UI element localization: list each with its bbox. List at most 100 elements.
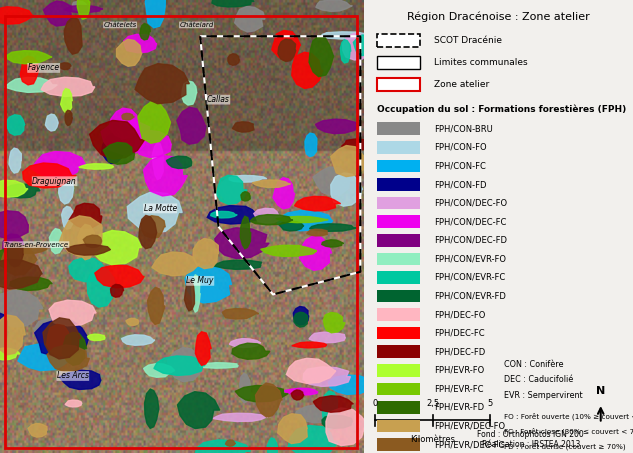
Text: FPH/CON-FD: FPH/CON-FD [434, 180, 486, 189]
Polygon shape [34, 318, 79, 349]
Polygon shape [152, 142, 164, 180]
Polygon shape [207, 206, 263, 224]
Polygon shape [303, 367, 351, 386]
Polygon shape [147, 287, 165, 324]
Text: N: N [596, 386, 605, 396]
Polygon shape [306, 229, 327, 236]
Text: FPH/CON-BRU: FPH/CON-BRU [434, 124, 492, 133]
Polygon shape [323, 313, 345, 333]
Polygon shape [225, 440, 235, 446]
Polygon shape [64, 5, 103, 13]
Polygon shape [166, 156, 192, 169]
Polygon shape [135, 63, 189, 104]
Polygon shape [49, 300, 96, 326]
Text: CON : Conifère: CON : Conifère [504, 360, 563, 369]
Polygon shape [292, 52, 323, 88]
Polygon shape [140, 24, 151, 40]
Text: La Motte: La Motte [144, 204, 177, 213]
Polygon shape [154, 356, 205, 376]
Polygon shape [292, 342, 327, 348]
Polygon shape [0, 7, 34, 24]
Polygon shape [213, 413, 268, 421]
Polygon shape [252, 180, 291, 188]
Polygon shape [267, 438, 278, 453]
Polygon shape [184, 280, 194, 311]
Polygon shape [134, 130, 172, 158]
Polygon shape [299, 236, 332, 270]
Polygon shape [61, 207, 75, 229]
Text: Draguignan: Draguignan [32, 177, 77, 186]
Polygon shape [116, 39, 142, 66]
Bar [377, 159, 420, 172]
Polygon shape [222, 308, 258, 319]
Polygon shape [211, 212, 237, 218]
Text: Fayence: Fayence [28, 63, 60, 72]
Text: Châtelard: Châtelard [179, 22, 214, 28]
Polygon shape [87, 231, 142, 265]
Polygon shape [47, 324, 71, 357]
Polygon shape [232, 122, 254, 132]
Text: FC : Forêt close (30% ≤ couvert < 70%): FC : Forêt close (30% ≤ couvert < 70%) [504, 428, 633, 435]
Bar [377, 215, 420, 228]
Polygon shape [228, 54, 239, 65]
Polygon shape [84, 235, 102, 247]
Bar [377, 364, 420, 376]
Polygon shape [330, 173, 363, 206]
Bar [377, 34, 420, 47]
Text: FPH/CON/DEC-FC: FPH/CON/DEC-FC [434, 217, 506, 226]
Polygon shape [9, 148, 22, 173]
Text: FPH/DEC-FO: FPH/DEC-FO [434, 310, 486, 319]
Polygon shape [122, 335, 155, 345]
Polygon shape [212, 0, 254, 7]
Polygon shape [35, 319, 89, 357]
Polygon shape [146, 0, 165, 28]
Bar [377, 345, 420, 358]
Polygon shape [293, 306, 309, 325]
Polygon shape [241, 216, 251, 249]
Polygon shape [215, 228, 269, 259]
Polygon shape [20, 56, 39, 85]
Polygon shape [193, 239, 218, 269]
Polygon shape [214, 260, 262, 270]
Polygon shape [126, 318, 139, 326]
Polygon shape [144, 155, 187, 196]
Polygon shape [41, 77, 95, 96]
Text: Zone atelier: Zone atelier [434, 80, 489, 89]
Bar [377, 122, 420, 135]
Polygon shape [0, 180, 28, 197]
Polygon shape [65, 400, 82, 407]
Text: FO : Forêt ouverte (10% ≥ couvert < 30%): FO : Forêt ouverte (10% ≥ couvert < 30%) [504, 412, 633, 420]
Polygon shape [31, 151, 85, 178]
Text: FPH/EVR/DEC-FO: FPH/EVR/DEC-FO [434, 421, 505, 430]
Polygon shape [276, 217, 328, 223]
Polygon shape [279, 222, 304, 231]
Polygon shape [64, 18, 82, 54]
Bar [377, 141, 420, 154]
Polygon shape [127, 192, 182, 233]
Polygon shape [72, 1, 87, 11]
Text: FPH/CON/EVR-FC: FPH/CON/EVR-FC [434, 273, 505, 282]
Polygon shape [109, 108, 141, 139]
Polygon shape [288, 425, 338, 453]
Bar [377, 382, 420, 395]
Polygon shape [23, 163, 77, 188]
Text: 2,5: 2,5 [426, 399, 439, 408]
Polygon shape [177, 392, 220, 429]
Text: Occupation du sol : Formations forestières (FPH): Occupation du sol : Formations forestièr… [377, 105, 627, 114]
Bar [377, 327, 420, 339]
Polygon shape [342, 139, 374, 150]
Text: FPH/CON-FO: FPH/CON-FO [434, 143, 487, 152]
Polygon shape [4, 77, 57, 92]
Polygon shape [329, 375, 373, 395]
Bar [377, 56, 420, 69]
Polygon shape [273, 178, 294, 209]
Text: DEC : Caducifolié: DEC : Caducifolié [504, 376, 573, 385]
Polygon shape [4, 184, 40, 198]
Text: FPH/EVR-FD: FPH/EVR-FD [434, 403, 484, 412]
Polygon shape [182, 81, 197, 105]
Polygon shape [229, 175, 266, 182]
Polygon shape [216, 175, 247, 204]
Polygon shape [322, 240, 344, 247]
Polygon shape [95, 265, 144, 288]
Polygon shape [122, 113, 134, 120]
